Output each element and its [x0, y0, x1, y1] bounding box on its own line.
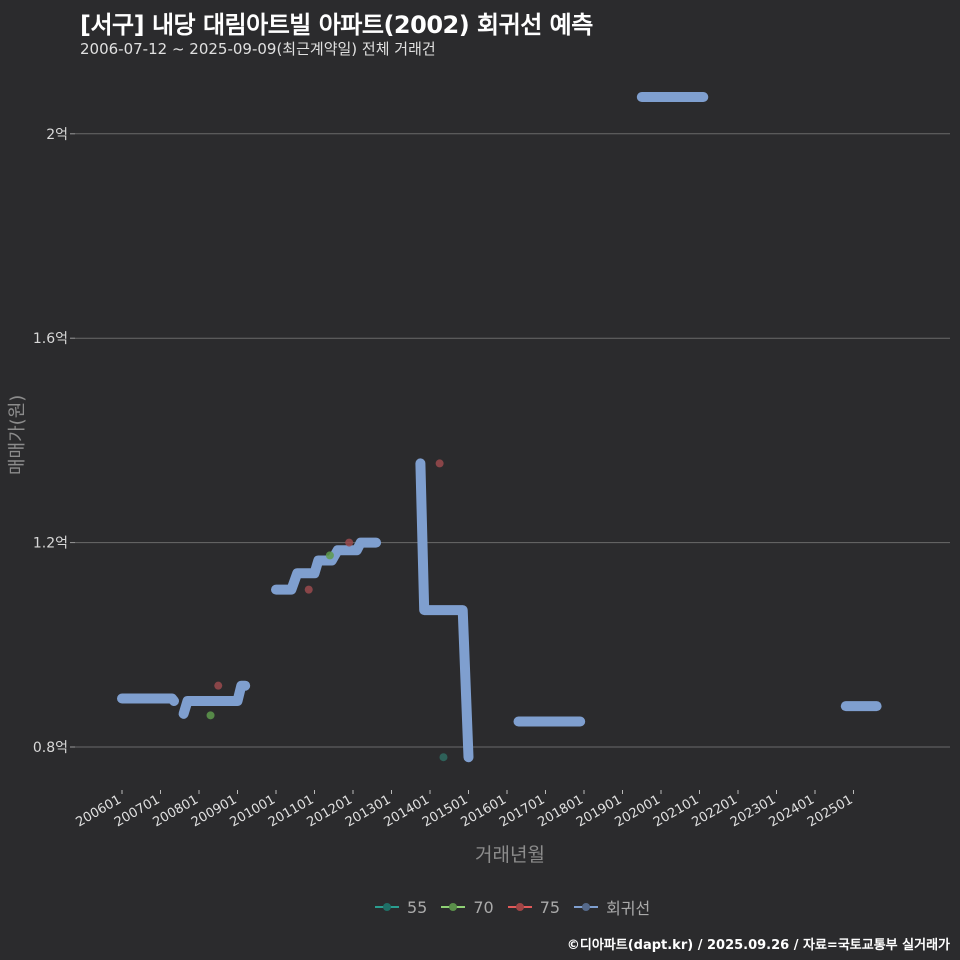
regression-line: [117, 693, 179, 706]
regression-line: [271, 537, 382, 595]
regression-line: [415, 458, 474, 763]
y-tick-label: 0.8억: [33, 740, 68, 756]
legend-key-55: [375, 902, 399, 912]
data-point-75: [435, 459, 444, 468]
legend-key-regression: [574, 902, 599, 912]
y-tick-label: 2억: [46, 127, 68, 143]
y-tick-label: 1.6억: [33, 331, 68, 347]
legend-key-75: [507, 902, 532, 912]
legend-key-70: [441, 902, 466, 912]
legend-item-55: 55: [375, 898, 427, 917]
chart-subtitle: 2006-07-12 ~ 2025-09-09(최근계약일) 전체 거래건: [80, 40, 436, 58]
y-tick-label: 1.2억: [33, 536, 68, 552]
regression-line: [178, 680, 251, 719]
legend-item-regression: 회귀선: [574, 895, 650, 919]
legend-item-70: 70: [441, 898, 494, 917]
legend-item-75: 75: [507, 898, 560, 917]
chart-title: [서구] 내당 대림아트빌 아파트(2002) 회귀선 예측: [80, 11, 593, 39]
data-point-75: [214, 681, 223, 690]
x-axis-label: 거래년월: [475, 844, 545, 866]
data-point-70: [325, 551, 334, 560]
source-credit: ©디아파트(dapt.kr) / 2025.09.26 / 자료=국토교통부 실…: [566, 938, 950, 953]
data-point-55: [439, 753, 448, 762]
data-point-75: [304, 585, 313, 594]
data-point-75: [345, 538, 354, 547]
data-point-70: [206, 711, 215, 720]
legend: 55 70 75 회귀선: [375, 895, 650, 919]
